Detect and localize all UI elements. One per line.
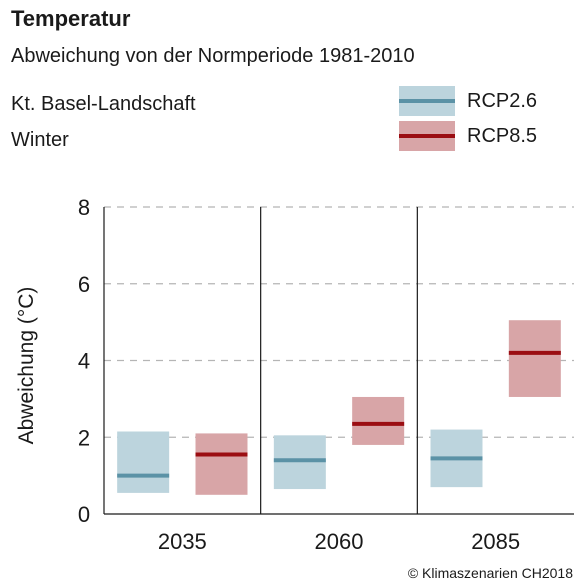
region-label: Kt. Basel-Landschaft — [11, 93, 196, 115]
range-box-rcp85-2085 — [508, 320, 561, 397]
legend-item-rcp85: RCP8.5 — [399, 121, 574, 151]
legend-label-rcp85: RCP8.5 — [467, 125, 538, 147]
y-axis-title: Abweichung (°C) — [15, 287, 38, 445]
copyright-note: © Klimaszenarien CH2018 — [407, 565, 573, 581]
season-label: Winter — [11, 129, 69, 151]
legend-swatch-rcp26 — [399, 86, 455, 116]
y-tick-label-4: 4 — [78, 349, 90, 374]
legend: RCP2.6 RCP8.5 — [399, 86, 574, 156]
y-tick-label-0: 0 — [78, 502, 90, 527]
legend-swatch-line-rcp26 — [399, 99, 455, 103]
range-box-rcp85-2060 — [352, 396, 405, 445]
range-box-rcp26-2035 — [117, 431, 170, 493]
legend-label-rcp26: RCP2.6 — [467, 90, 538, 112]
x-tick-label-2060: 2060 — [315, 529, 364, 554]
y-tick-label-6: 6 — [78, 272, 90, 297]
legend-swatch-line-rcp85 — [399, 134, 455, 138]
chart-subtitle: Abweichung von der Normperiode 1981-2010 — [11, 45, 415, 67]
x-tick-label-2035: 2035 — [158, 529, 207, 554]
x-tick-label-2085: 2085 — [471, 529, 520, 554]
legend-item-rcp26: RCP2.6 — [399, 86, 574, 116]
range-box-rcp85-2035 — [195, 433, 248, 495]
chart-title: Temperatur — [11, 6, 131, 31]
legend-swatch-rcp85 — [399, 121, 455, 151]
y-tick-label-2: 2 — [78, 425, 90, 450]
y-tick-label-8: 8 — [78, 195, 90, 220]
